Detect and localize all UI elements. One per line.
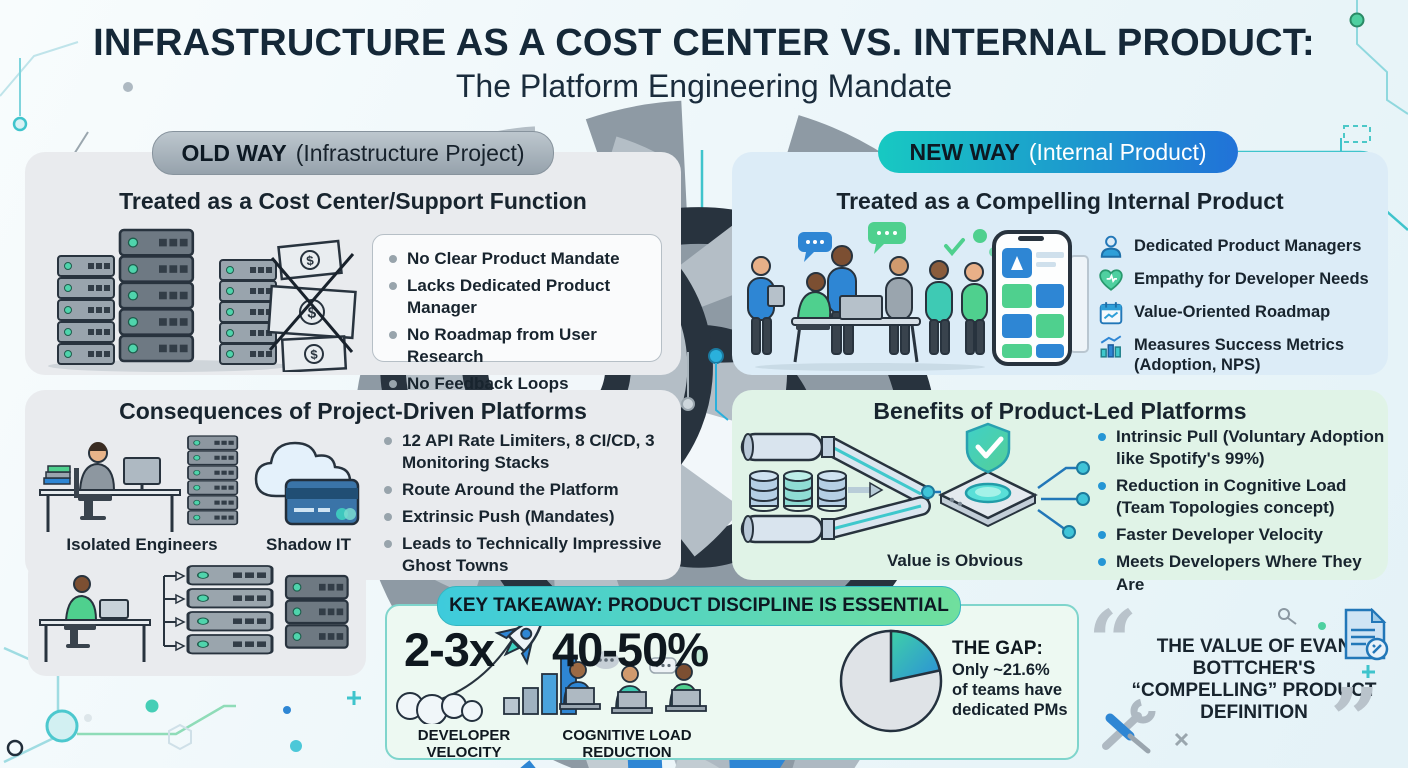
bullet-dot [1098,433,1106,441]
bullet-text: Meets Developers Where They Are [1116,552,1362,594]
svg-text:$: $ [307,305,317,323]
cognitive-stat-value: 40-50% [552,623,709,676]
calendar-icon [1099,302,1123,325]
bullet-dot [389,331,397,340]
benefits-bullets: Intrinsic Pull (Voluntary Adoption like … [1098,426,1394,601]
bar-chart-icon [1100,335,1122,358]
database-icon [749,470,847,512]
cost-center-heading: Treated as a Cost Center/Support Functio… [119,188,587,214]
benefits-heading: Benefits of Product-Led Platforms [873,398,1247,424]
bullet-text: No Feedback Loops [407,374,569,394]
feature-text: Value-Oriented Roadmap [1134,303,1331,321]
person-icon [1100,235,1122,258]
new-way-badge-qualifier: (Internal Product) [1028,138,1207,165]
new-way-badge-label: NEW WAY [909,138,1020,165]
feature-text: Dedicated Product Managers [1134,237,1362,255]
consequences-heading: Consequences of Project-Driven Platforms [119,398,587,424]
thought-bubble-icon [692,649,708,665]
shadow-it-illustration [254,441,360,526]
isolated-engineer-illustration [39,435,239,532]
bullet-dot [389,282,397,291]
credit-card-icon [284,478,360,526]
bullet-text: Extrinsic Push (Mandates) [402,507,615,527]
phone-icon [992,230,1072,366]
pie-slice-21-6 [889,629,942,683]
bullet-text: Lacks Dedicated Product Manager [407,276,611,318]
takeaway-banner: KEY TAKEAWAY: PRODUCT DISCIPLINE IS ESSE… [437,586,961,626]
bullet-text: Faster Developer Velocity [1116,525,1323,545]
tools-icon [1102,698,1156,754]
check-icon [944,238,965,257]
crossed-money-icon: $ $ $ [267,239,357,372]
cloud-icon [396,692,483,724]
close-quote-mark: ” [1330,670,1380,768]
product-team-illustration [747,222,1089,371]
servers-money-illustration: $ $ $ [48,228,357,372]
platform-icon [938,470,1038,528]
internal-product-heading: Treated as a Compelling Internal Product [836,188,1284,214]
cost-center-bullet-card: No Clear Product Mandate Lacks Dedicated… [372,234,662,393]
shadow-it-caption: Shadow IT [266,535,351,554]
bullet-dot [384,486,392,495]
heart-icon [1099,269,1123,291]
bullet-dot [389,255,397,263]
velocity-stat-label: DEVELOPER VELOCITY [417,727,511,761]
bullet-text: Intrinsic Pull (Voluntary Adoption like … [1116,427,1385,469]
bullet-dot [384,437,392,445]
svg-text:$: $ [306,253,316,269]
bullet-dot [384,540,392,549]
cognitive-load-illustration [559,649,708,714]
takeaway-panel [385,604,1079,760]
bullet-text: 12 API Rate Limiters, 8 CI/CD, 3 Monitor… [402,431,655,473]
speech-bubble-icon [798,232,832,262]
isolated-engineers-caption: Isolated Engineers [66,535,218,554]
open-quote-mark: “ [1088,592,1138,693]
quote-text: THE VALUE OF EVAN BOTTCHER'S “COMPELLING… [1131,636,1377,723]
gap-text: Only ~21.6% of teams have dedicated PMs [952,661,1068,719]
velocity-stat-value: 2-3x [404,623,495,676]
bullet-text: Reduction in Cognitive Load (Team Topolo… [1116,476,1347,518]
product-features-list: Dedicated Product Managers Empathy for D… [1098,234,1394,383]
consequences-bullets: 12 API Rate Limiters, 8 CI/CD, 3 Monitor… [384,430,679,583]
platform-value-illustration [740,422,1090,544]
bullet-dot [384,513,392,522]
feature-text: Measures Success Metrics (Adoption, NPS) [1134,336,1345,374]
old-way-badge-qualifier: (Infrastructure Project) [295,139,525,166]
gap-title: THE GAP: [952,638,1043,659]
svg-text:$: $ [310,347,319,362]
bullet-dot [389,380,397,389]
value-obvious-caption: Value is Obvious [886,551,1024,570]
speech-bubble-icon [868,222,906,254]
main-title: INFRASTRUCTURE AS A COST CENTER VS. INTE… [93,22,1315,64]
new-way-badge: NEW WAY (Internal Product) [878,131,1238,173]
duplicated-servers-illustration [39,564,349,662]
feature-text: Empathy for Developer Needs [1134,270,1369,288]
cognitive-stat-label: COGNITIVE LOAD REDUCTION [562,727,692,761]
bullet-dot [1098,482,1106,491]
bullet-text: Route Around the Platform [402,480,619,500]
gap-pie-chart [839,629,943,733]
bullet-dot [1098,531,1106,540]
shield-check-icon [965,422,1011,474]
pipe-icon [740,432,931,504]
bullet-text: No Roadmap from User Research [407,325,597,367]
ring-decoration [6,739,24,757]
bullet-text: Leads to Technically Impressive Ghost To… [402,534,662,576]
old-way-badge-label: OLD WAY [181,139,287,166]
document-icon [1344,608,1389,661]
bullet-dot [1098,558,1106,567]
bullet-text: No Clear Product Mandate [407,249,620,268]
subtitle: The Platform Engineering Mandate [455,68,953,104]
pipe-icon [740,496,931,544]
old-way-badge: OLD WAY (Infrastructure Project) [152,131,554,175]
